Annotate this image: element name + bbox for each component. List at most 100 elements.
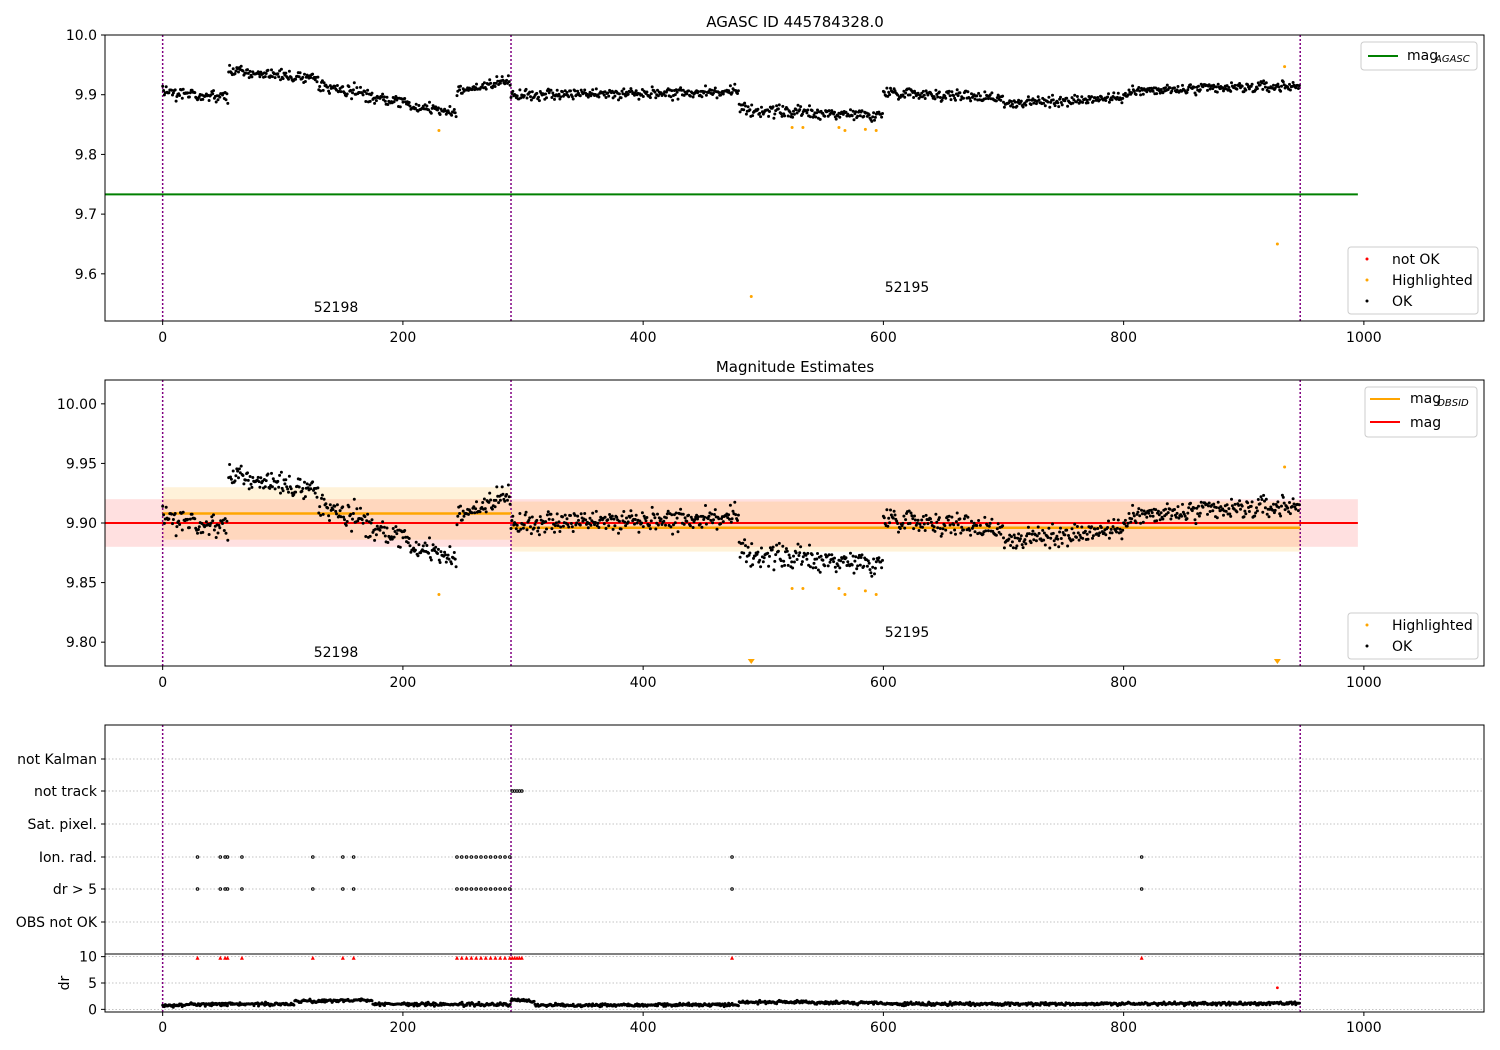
ok-point [503, 82, 507, 86]
ok-point [1169, 517, 1173, 521]
flag-marker [469, 887, 474, 891]
ok-point [525, 528, 529, 532]
ok-point [774, 553, 778, 557]
ok-point [943, 524, 947, 528]
ok-point [959, 531, 963, 535]
ok-point [268, 486, 272, 490]
ok-point [374, 533, 378, 537]
ok-point [746, 545, 750, 549]
ok-point [237, 467, 241, 471]
ok-point [776, 107, 780, 111]
ok-point [470, 511, 474, 515]
ok-point [450, 562, 454, 566]
flag-row-label: Sat. pixel. [28, 817, 97, 833]
ok-point [556, 524, 560, 528]
flag-marker [483, 855, 488, 859]
ok-point [1077, 538, 1081, 542]
ok-point [248, 475, 252, 478]
ok-point [767, 564, 771, 568]
ok-point [602, 522, 606, 526]
ok-point [885, 86, 889, 90]
ok-point [975, 524, 979, 527]
ok-point [1278, 512, 1282, 516]
x-tick-label: 1000 [1346, 1020, 1382, 1036]
ok-point [856, 114, 860, 118]
ok-point [550, 527, 554, 531]
ok-point [175, 525, 179, 529]
ok-point [1228, 512, 1232, 516]
ok-point [771, 105, 775, 109]
ok-point [1019, 534, 1023, 538]
ok-point [398, 545, 402, 549]
ok-point [652, 513, 656, 517]
ok-point [640, 521, 644, 525]
ok-point [849, 108, 852, 112]
ok-point [278, 473, 282, 477]
ok-point [229, 475, 232, 479]
ok-point [461, 509, 465, 513]
ok-point [1246, 83, 1250, 87]
ok-point [838, 115, 842, 119]
ok-point [525, 96, 529, 100]
ok-point [744, 560, 748, 564]
highlighted-point [437, 593, 441, 596]
ok-point [1075, 100, 1078, 104]
ok-point [610, 514, 614, 518]
ok-point [328, 519, 331, 522]
ok-point [276, 479, 280, 483]
ok-point [968, 528, 972, 532]
ok-point [303, 480, 306, 484]
ok-point [994, 533, 998, 537]
legend-label-mag-sub: AGASC [1434, 54, 1470, 65]
ok-point [530, 515, 534, 519]
ok-point [270, 471, 273, 475]
ok-point [201, 97, 205, 101]
ok-point [886, 524, 890, 528]
ok-point [768, 110, 771, 113]
ok-point [373, 538, 377, 542]
ok-point [547, 517, 551, 521]
ok-point [503, 499, 507, 503]
ok-point [1181, 83, 1184, 87]
ok-point [1051, 93, 1054, 97]
ok-point [987, 524, 991, 528]
ok-point [1051, 522, 1054, 526]
ok-point [808, 115, 812, 119]
ok-point [231, 469, 235, 473]
ok-point [218, 95, 222, 99]
ok-point [1185, 91, 1189, 94]
ok-point [351, 88, 355, 92]
ok-point [1043, 543, 1047, 547]
ok-point [620, 514, 624, 518]
ok-point [1273, 508, 1277, 512]
ok-point [561, 524, 565, 528]
ok-point [204, 520, 208, 524]
ok-point [977, 519, 981, 522]
ok-point [326, 85, 330, 89]
ok-point [681, 512, 685, 516]
legend-marker-not-ok [1365, 257, 1369, 261]
ok-point [279, 491, 282, 495]
ok-point [484, 510, 488, 514]
ok-point [1201, 505, 1205, 509]
ok-point [752, 556, 755, 560]
ok-point [730, 517, 734, 521]
ok-point [907, 509, 911, 513]
ok-point [691, 526, 695, 529]
ok-point [1115, 526, 1119, 530]
ok-point [1181, 502, 1184, 506]
ok-point [834, 570, 838, 574]
ok-point [417, 543, 421, 547]
ok-point [901, 521, 905, 525]
ok-point [551, 91, 555, 95]
ok-point [507, 80, 511, 84]
ok-point [522, 523, 526, 527]
ok-point [1187, 506, 1191, 510]
ok-point [796, 542, 800, 546]
ok-point [493, 505, 497, 509]
ok-point [773, 559, 777, 563]
ok-point [458, 512, 462, 515]
ok-point [654, 96, 658, 100]
ok-point [303, 495, 307, 499]
ok-point [1250, 500, 1254, 504]
